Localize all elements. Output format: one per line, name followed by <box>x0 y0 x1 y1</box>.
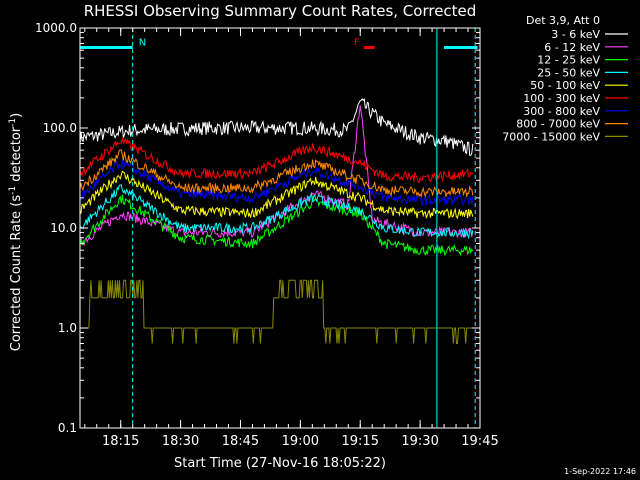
y-axis-label-part: detector <box>9 126 24 186</box>
chart-title: RHESSI Observing Summary Count Rates, Co… <box>84 2 477 20</box>
x-tick-label: 19:00 <box>282 434 319 449</box>
y-tick-label: 1.0 <box>58 321 77 335</box>
x-tick-label: 18:30 <box>162 434 199 449</box>
y-tick-label: 1000.0 <box>35 21 77 35</box>
y-tick-label: 0.1 <box>58 421 77 435</box>
series-line-5 <box>79 137 473 183</box>
legend-entry-label: 6 - 12 keV <box>544 41 600 54</box>
legend-entry-label: 300 - 800 keV <box>523 105 600 118</box>
legend-entry-label: 3 - 6 keV <box>551 28 600 41</box>
flag-label-N: N <box>139 37 146 48</box>
series-line-2 <box>79 194 474 257</box>
footer-date: 1-Sep-2022 17:46 <box>564 467 636 476</box>
x-tick-label: 18:45 <box>222 434 259 449</box>
legend-entry-label: 12 - 25 keV <box>537 54 600 67</box>
series-line-0 <box>79 97 474 156</box>
series-line-3 <box>79 184 474 240</box>
legend-entry-label: 800 - 7000 keV <box>516 118 600 131</box>
y-axis-label-part: -1 <box>8 118 18 127</box>
series-line-4 <box>79 170 474 220</box>
series-line-8 <box>84 279 473 344</box>
y-axis-label-part: -1 <box>8 186 18 195</box>
x-tick-label: 19:30 <box>401 434 438 449</box>
y-tick-label: 10.0 <box>50 221 77 235</box>
x-axis-label: Start Time (27-Nov-16 18:05:22) <box>174 456 386 471</box>
legend-entry-label: 100 - 300 keV <box>523 92 600 105</box>
series-line-6 <box>79 158 474 207</box>
x-tick-label: 19:15 <box>342 434 379 449</box>
y-axis-label-part: Corrected Count Rate (s <box>9 195 24 352</box>
plot-area: N F 1000.0 100.0 10.0 1.0 0.1 18:15 18:30 18:45 19… <box>35 21 499 449</box>
legend-title: Det 3,9, Att 0 <box>526 14 600 27</box>
x-tick-label: 18:15 <box>102 434 139 449</box>
x-tick-label: 19:45 <box>461 434 498 449</box>
flag-label-F: F <box>354 37 360 48</box>
y-tick-label: 100.0 <box>43 121 77 135</box>
legend-entry-label: 50 - 100 keV <box>530 79 600 92</box>
legend-entry-label: 7000 - 15000 keV <box>502 130 600 143</box>
y-axis-label: Corrected Count Rate (s-1 detector-1) <box>8 113 24 351</box>
y-axis-label-part: ) <box>9 113 24 118</box>
legend-entry-label: 25 - 50 keV <box>537 66 600 79</box>
series-line-7 <box>79 149 474 199</box>
